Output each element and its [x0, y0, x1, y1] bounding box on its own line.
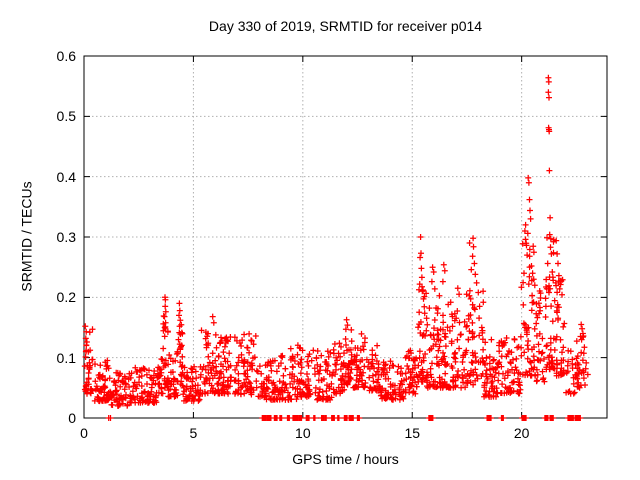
- x-tick-label: 20: [513, 425, 530, 441]
- x-tick-label: 0: [80, 425, 88, 441]
- y-axis-label: SRMTID / TECUs: [18, 181, 35, 292]
- y-tick-label: 0.5: [56, 108, 76, 125]
- y-tick-label: 0.4: [56, 168, 76, 185]
- y-tick-label: 0.1: [56, 349, 76, 366]
- y-tick-label: 0.2: [56, 289, 76, 306]
- x-tick-label: 10: [295, 425, 311, 441]
- y-tick-label: 0.3: [56, 229, 76, 245]
- x-axis-label: GPS time / hours: [292, 451, 399, 467]
- grid-lines: [84, 56, 607, 418]
- y-tick-label: 0.6: [56, 48, 76, 64]
- chart-title: Day 330 of 2019, SRMTID for receiver p01…: [208, 18, 483, 34]
- x-tick-label: 15: [404, 425, 421, 441]
- y-tick-label: 0: [68, 410, 76, 426]
- scatter-points: [81, 74, 591, 421]
- x-tick-label: 5: [189, 425, 198, 441]
